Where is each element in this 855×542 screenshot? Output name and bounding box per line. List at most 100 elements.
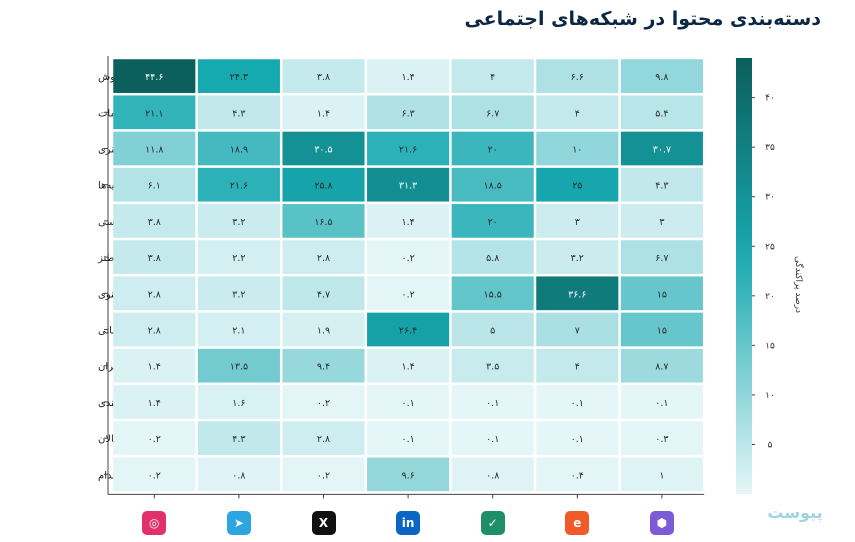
- check-app-icon: ✓: [480, 511, 505, 535]
- heatmap-cell: [620, 59, 703, 93]
- colorbar-tick-label: ۴۰: [765, 94, 775, 104]
- heatmap-cell: [451, 457, 534, 492]
- colorbar-label: درصد پراکندگی: [793, 256, 803, 314]
- cell-value-label: ۱.۴: [148, 362, 161, 373]
- heatmap-cell: [367, 95, 450, 130]
- cell-value-label: ۶.۶: [571, 72, 584, 83]
- heatmap-cell: [282, 348, 365, 383]
- cell-value-label: ۹.۶: [401, 470, 414, 481]
- cell-value-label: ۱.۴: [401, 217, 414, 228]
- heatmap-cell: [282, 204, 365, 238]
- heatmap-cell: [367, 276, 450, 311]
- cell-value-label: ۶.۳: [401, 108, 414, 119]
- cell-value-label: ۴.۳: [655, 181, 668, 192]
- colorbar-tick-label: ۳۰: [765, 193, 775, 203]
- heatmap-cell: [620, 385, 703, 419]
- heatmap-cell: [451, 59, 534, 93]
- cell-value-label: ۲.۱: [232, 326, 245, 337]
- colorbar-tick-label: ۳۵: [765, 143, 775, 153]
- cell-value-label: ۷: [575, 326, 580, 337]
- cell-value-label: ۰.۲: [317, 398, 330, 409]
- heatmap-cell: [282, 167, 365, 202]
- cell-value-label: ۵.۸: [486, 253, 499, 264]
- heatmap-cell: [113, 276, 196, 311]
- cell-value-label: ۲۰: [488, 145, 498, 156]
- heatmap-cell: [620, 348, 703, 383]
- cell-value-label: ۱۳.۵: [230, 362, 248, 373]
- cell-value-label: ۲۵.۸: [314, 181, 332, 192]
- heatmap-cell: [367, 204, 450, 238]
- cell-value-label: ۴: [575, 108, 580, 119]
- cell-value-label: ۰.۴: [571, 470, 584, 481]
- heatmap-cell: [536, 348, 619, 383]
- x-icon: X: [311, 511, 336, 535]
- heatmap-cell: [536, 131, 619, 166]
- heatmap-cell: [113, 59, 196, 93]
- cell-value-label: ۴: [575, 362, 580, 373]
- cell-value-label: ۵.۴: [655, 108, 668, 119]
- heatmap-cell: [536, 385, 619, 419]
- heatmap-cell: [620, 457, 703, 492]
- heatmap-cell: [367, 131, 450, 166]
- heatmap-cell: [620, 276, 703, 311]
- heatmap-cell: [536, 240, 619, 274]
- cell-value-label: ۲۱.۱: [145, 108, 163, 119]
- cell-value-label: ۰.۲: [148, 470, 161, 481]
- cell-value-label: ۹.۸: [655, 72, 668, 83]
- heatmap-cell: [282, 131, 365, 166]
- heatmap-cell: [620, 95, 703, 130]
- heatmap-cell: [367, 312, 450, 347]
- cell-value-label: ۰.۲: [317, 470, 330, 481]
- cell-value-label: ۳.۲: [232, 289, 245, 300]
- cell-value-label: ۱.۴: [317, 108, 330, 119]
- e-app-icon: e: [565, 511, 590, 535]
- heatmap-cell: [282, 276, 365, 311]
- cell-value-label: ۶.۷: [486, 108, 499, 119]
- heatmap-cell: [451, 276, 534, 311]
- heatmap-cell: [113, 240, 196, 274]
- cell-value-label: ۴.۳: [232, 434, 245, 445]
- heatmap-cell: [367, 167, 450, 202]
- cell-value-label: ۳: [575, 217, 580, 228]
- brand-logo: پیوست: [767, 503, 823, 522]
- heatmap-cell: [113, 385, 196, 419]
- colorbar-tick-label: ۱۵: [765, 341, 775, 351]
- cell-value-label: ۳: [659, 217, 664, 228]
- cell-value-label: ۲.۸: [148, 289, 161, 300]
- heatmap-cell: [197, 276, 280, 311]
- cell-value-label: ۰.۱: [401, 398, 414, 409]
- cell-value-label: ۹.۴: [317, 362, 330, 373]
- heatmap-cell: [451, 348, 534, 383]
- cell-value-label: ۰.۱: [655, 398, 668, 409]
- heatmap-cell: [367, 457, 450, 492]
- heatmap-cell: [451, 385, 534, 419]
- heatmap-cell: [451, 204, 534, 238]
- cell-value-label: ۰.۱: [571, 398, 584, 409]
- heatmap-cell: [367, 421, 450, 455]
- heatmap-cell: [536, 421, 619, 455]
- cell-value-label: ۲۰: [488, 217, 498, 228]
- cell-value-label: ۱.۶: [232, 398, 245, 409]
- heatmap-cell: [536, 312, 619, 347]
- cell-value-label: ۱: [659, 470, 664, 481]
- cell-value-label: ۱۵: [657, 289, 667, 300]
- cell-value-label: ۲۵: [572, 181, 582, 192]
- heatmap-cell: [197, 457, 280, 492]
- heatmap-cell: [282, 421, 365, 455]
- heatmap-cell: [536, 167, 619, 202]
- heatmap-cell: [282, 385, 365, 419]
- colorbar-tick-label: ۱۰: [765, 391, 775, 401]
- heatmap-cell: [367, 240, 450, 274]
- heatmap-cell: [197, 131, 280, 166]
- heatmap-cell: [620, 204, 703, 238]
- cell-value-label: ۱.۹: [317, 326, 330, 337]
- cube-app-icon: ⬢: [649, 511, 674, 535]
- page-title: دسته‌بندی محتوا در شبکه‌های اجتماعی: [464, 8, 821, 30]
- cell-value-label: ۳.۸: [148, 217, 161, 228]
- heatmap-cell: [197, 348, 280, 383]
- cell-value-label: ۳.۸: [317, 72, 330, 83]
- cell-value-label: ۳۶.۶: [568, 289, 586, 300]
- cell-value-label: ۳.۵: [486, 362, 499, 373]
- cell-value-label: ۱۵: [657, 326, 667, 337]
- cell-value-label: ۲.۸: [317, 253, 330, 264]
